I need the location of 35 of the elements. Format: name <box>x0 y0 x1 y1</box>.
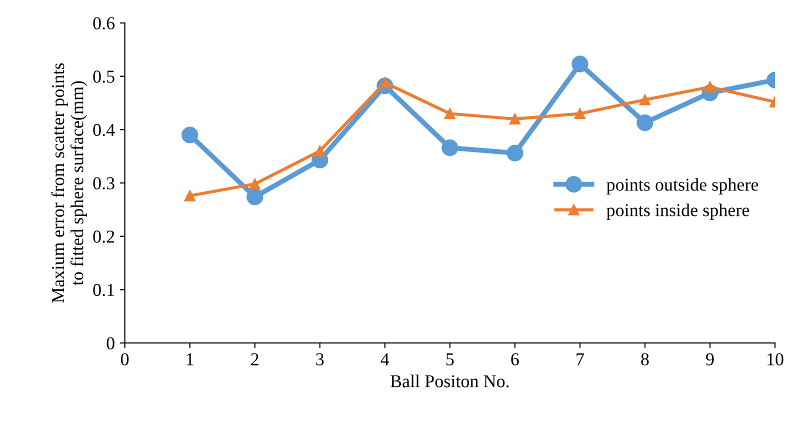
y-tick-label: 0.6 <box>93 17 115 30</box>
x-tick-label: 6 <box>511 353 519 366</box>
y-tick-label: 0.3 <box>93 177 114 190</box>
point <box>314 145 326 157</box>
point <box>572 56 588 72</box>
y-tick-label: 0.2 <box>93 230 114 243</box>
x-tick-label: 4 <box>380 353 390 366</box>
legend-label: points outside sphere <box>606 178 758 194</box>
x-axis-title: Ball Positon No. <box>390 374 509 388</box>
x-tick-label: 5 <box>446 353 454 366</box>
point <box>444 108 456 120</box>
point <box>182 126 198 144</box>
x-tick-label: 8 <box>641 353 649 366</box>
x-tick-label: 9 <box>706 353 714 366</box>
y-tick-label: 0 <box>106 337 114 350</box>
x-tick-label: 3 <box>316 353 324 366</box>
point <box>246 188 264 206</box>
point <box>249 178 260 190</box>
point <box>509 113 520 125</box>
point <box>639 94 651 106</box>
x-tick-label: 2 <box>251 353 258 366</box>
x-tick-label: 10 <box>768 353 784 366</box>
point <box>636 114 654 132</box>
point <box>184 190 196 202</box>
point <box>574 108 586 120</box>
y-tick-label: 0.5 <box>93 70 114 83</box>
x-tick-label: 7 <box>576 353 584 366</box>
x-tick-label: 1 <box>186 353 194 366</box>
y-tick-label: 0.1 <box>93 284 114 296</box>
point <box>442 139 458 156</box>
y-tick-label: 0.4 <box>93 124 115 136</box>
legend-label: points inside sphere <box>606 204 750 220</box>
x-tick-label: 0 <box>120 353 129 366</box>
y-axis-title: Maxium error from scatter points to fitted sphere surface(mm) <box>51 63 87 303</box>
point <box>506 144 524 162</box>
